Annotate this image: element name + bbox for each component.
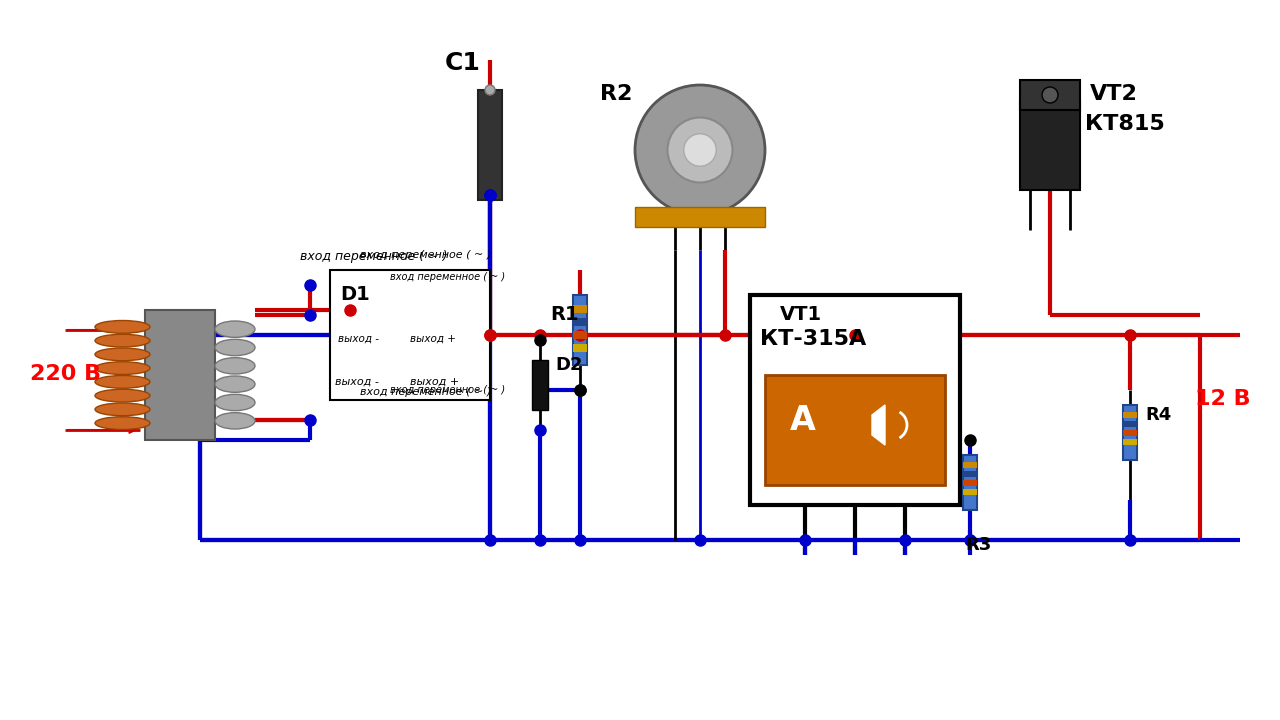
Bar (1123, 412, 1137, 418)
Text: R1: R1 (550, 305, 579, 324)
Text: R4: R4 (1146, 406, 1171, 424)
Text: 12 В: 12 В (1196, 389, 1251, 409)
Text: вход переменное ( ~ ): вход переменное ( ~ ) (360, 250, 492, 260)
Ellipse shape (215, 413, 255, 429)
Bar (963, 455, 977, 510)
Bar (1123, 439, 1137, 445)
Bar (573, 344, 588, 352)
Text: вход переменное ( ~ ): вход переменное ( ~ ) (390, 385, 506, 395)
Circle shape (1042, 87, 1059, 103)
Text: VT1: VT1 (780, 305, 822, 324)
Bar (635, 207, 765, 227)
Bar (963, 480, 977, 486)
Bar (532, 360, 548, 410)
Bar (573, 318, 588, 326)
Text: 220 В: 220 В (29, 364, 101, 384)
Ellipse shape (215, 321, 255, 338)
Bar (1020, 100, 1080, 190)
Bar (145, 310, 215, 440)
Bar (963, 489, 977, 495)
Text: VT2: VT2 (1091, 84, 1138, 104)
Text: выход -: выход - (338, 334, 379, 344)
Ellipse shape (95, 376, 150, 388)
Ellipse shape (215, 376, 255, 392)
Bar (573, 305, 588, 313)
Bar (573, 295, 588, 365)
Ellipse shape (95, 361, 150, 374)
Ellipse shape (215, 395, 255, 410)
Bar (573, 331, 588, 339)
Ellipse shape (215, 339, 255, 356)
Text: D2: D2 (556, 356, 582, 374)
Text: 2200мкф
25 В: 2200мкф 25 В (504, 98, 544, 117)
Ellipse shape (215, 358, 255, 374)
Ellipse shape (95, 348, 150, 361)
Circle shape (635, 85, 765, 215)
Bar (1123, 421, 1137, 427)
Polygon shape (872, 405, 884, 445)
Bar (330, 270, 490, 400)
Text: выход +: выход + (410, 334, 456, 344)
Text: КТ815: КТ815 (1085, 114, 1165, 134)
Text: вход переменное ( ~ ): вход переменное ( ~ ) (390, 272, 506, 282)
Text: R2: R2 (600, 84, 632, 104)
Bar (1123, 405, 1137, 460)
Circle shape (684, 134, 717, 166)
Bar (765, 375, 945, 485)
Ellipse shape (95, 417, 150, 430)
Text: R3: R3 (965, 536, 991, 554)
Text: A: A (790, 404, 815, 437)
Text: КТ-315А: КТ-315А (760, 329, 867, 349)
Circle shape (667, 117, 732, 182)
Bar (1123, 430, 1137, 436)
Ellipse shape (95, 390, 150, 402)
Ellipse shape (95, 334, 150, 347)
Ellipse shape (95, 403, 150, 415)
Circle shape (485, 85, 495, 95)
Text: выход -: выход - (335, 377, 379, 387)
Bar (750, 295, 960, 505)
Text: вход переменное ( ~ ): вход переменное ( ~ ) (360, 387, 492, 397)
Text: выход +: выход + (410, 377, 460, 387)
Text: вход переменное ( ~ ): вход переменное ( ~ ) (300, 250, 448, 263)
Text: C1: C1 (445, 51, 481, 75)
Bar (963, 462, 977, 468)
Bar (1020, 80, 1080, 110)
Bar (963, 471, 977, 477)
Text: D1: D1 (340, 285, 370, 304)
Bar (477, 90, 502, 200)
Ellipse shape (95, 320, 150, 333)
